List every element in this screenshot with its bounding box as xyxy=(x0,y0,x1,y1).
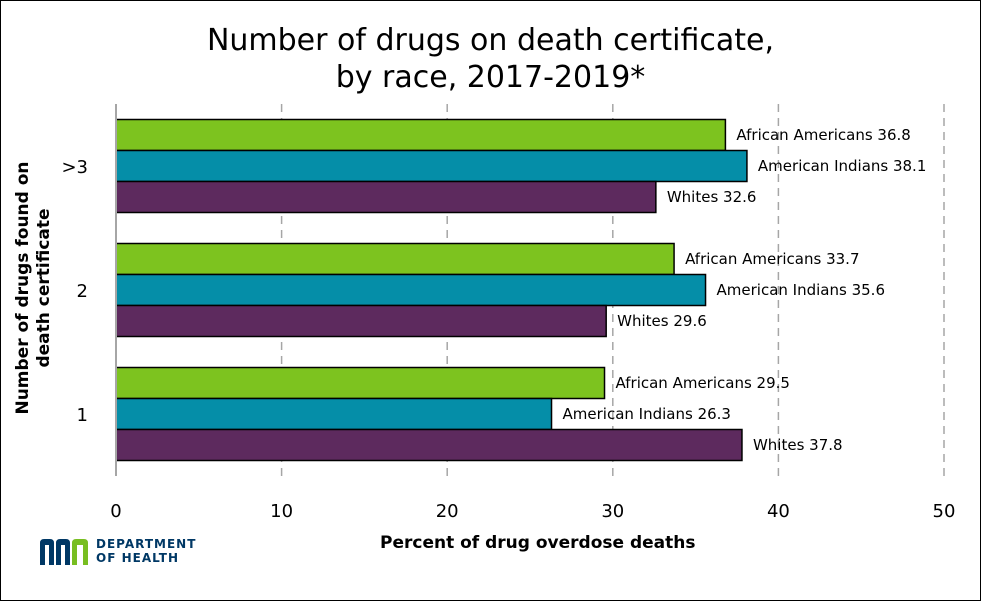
data-labels: African Americans 36.8 American Indians 3… xyxy=(563,126,927,454)
y-tick-labels: >3 2 1 xyxy=(61,157,88,426)
x-tick-label: 40 xyxy=(767,501,790,522)
chart-title-line-2: by race, 2017-2019* xyxy=(335,60,646,95)
chart-title-line-1: Number of drugs on death certificate, xyxy=(206,23,775,58)
bar xyxy=(115,242,675,276)
y-tick-label: >3 xyxy=(61,157,88,178)
bar-data-label: African Americans 33.7 xyxy=(685,250,859,268)
bar xyxy=(115,428,743,462)
bar-data-label: African Americans 36.8 xyxy=(736,126,910,144)
bar-data-label: American Indians 26.3 xyxy=(563,405,731,423)
bar-data-label: American Indians 35.6 xyxy=(717,281,885,299)
y-tick-label: 1 xyxy=(77,405,88,426)
logo-text: DEPARTMENT OF HEALTH xyxy=(96,537,196,565)
bar xyxy=(115,397,553,431)
bar-data-label: Whites 37.8 xyxy=(753,436,843,454)
bar xyxy=(115,149,748,183)
bar-data-label: African Americans 29.5 xyxy=(616,374,790,392)
x-tick-label: 20 xyxy=(436,501,459,522)
x-tick-labels: 0 10 20 30 40 50 xyxy=(110,501,955,522)
x-tick-label: 50 xyxy=(933,501,956,522)
y-axis-label-line-1: Number of drugs found on xyxy=(13,161,33,415)
x-axis-label: Percent of drug overdose deaths xyxy=(380,533,696,553)
y-axis-label-line-2: death certificate xyxy=(34,208,54,368)
x-tick-label: 10 xyxy=(270,501,293,522)
bar-data-label: Whites 32.6 xyxy=(667,188,757,206)
bar-data-label: American Indians 38.1 xyxy=(758,157,926,175)
logo-text-line-2: OF HEALTH xyxy=(96,551,179,565)
bar xyxy=(115,118,727,152)
logo-text-line-1: DEPARTMENT xyxy=(96,537,197,551)
bar-data-label: Whites 29.6 xyxy=(617,312,707,330)
bar xyxy=(115,273,707,307)
mn-logo-icon xyxy=(40,539,88,565)
y-axis-label: Number of drugs found on death certifica… xyxy=(13,158,55,418)
bar xyxy=(115,366,606,400)
bar xyxy=(115,304,607,338)
x-tick-label: 0 xyxy=(110,501,121,522)
bar xyxy=(115,180,657,214)
y-tick-label: 2 xyxy=(77,281,88,302)
chart-title: Number of drugs on death certificate, by… xyxy=(0,22,981,96)
x-tick-label: 30 xyxy=(601,501,624,522)
